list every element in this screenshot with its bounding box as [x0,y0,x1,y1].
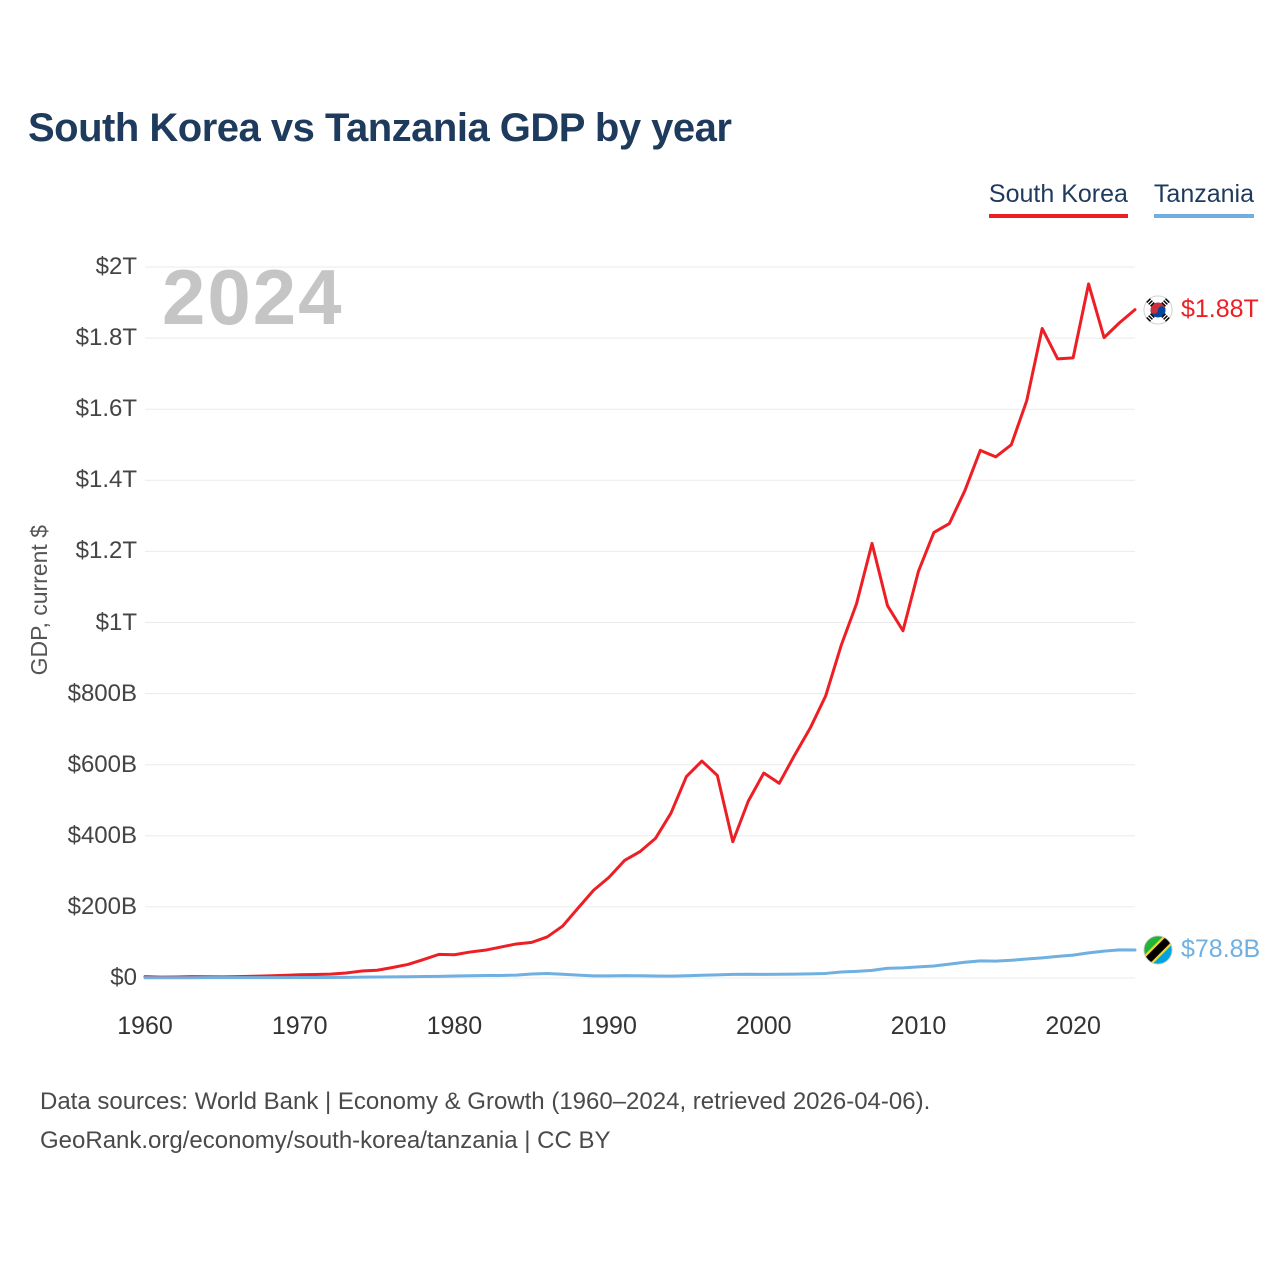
y-axis-tick-label: $800B [67,679,137,707]
y-axis-tick-label: $1.6T [75,395,137,423]
y-axis-tick-label: $1T [95,608,137,636]
south-korea-end-value: $1.88T [1181,295,1259,324]
south-korea-end-label: $1.88T [1143,295,1259,325]
y-axis-tick-label: $1.8T [75,324,137,352]
x-axis-tick-label: 2000 [735,1012,792,1040]
x-axis-tick-label: 1960 [117,1012,173,1040]
x-axis-tick-label: 2010 [890,1012,947,1040]
tanzania-end-label: $78.8B [1143,935,1260,965]
chart-legend: South Korea Tanzania [988,180,1254,218]
x-axis-tick-label: 1970 [271,1012,328,1040]
series-line-tanzania [143,948,1137,980]
tanzania-end-value: $78.8B [1181,935,1261,964]
legend-item-tanzania[interactable]: Tanzania [1153,180,1254,218]
data-sources-line: Data sources: World Bank | Economy & Gro… [40,1088,931,1115]
footer: Data sources: World Bank | Economy & Gro… [40,1082,930,1160]
flag-tanzania-icon [1143,935,1173,965]
x-axis-tick-label: 2020 [1045,1012,1101,1040]
watermark-year-label: 2024 [162,253,344,341]
flag-south-korea-icon [1143,295,1173,325]
x-axis-tick-label: 1980 [426,1012,483,1040]
chart-title: South Korea vs Tanzania GDP by year [28,106,732,150]
legend-item-south-korea[interactable]: South Korea [988,180,1128,218]
y-axis-tick-label: $200B [67,892,137,920]
attribution-line: GeoRank.org/economy/south-korea/tanzania… [40,1127,611,1154]
y-axis-tick-label: $2T [95,253,137,280]
x-axis-tick-label: 1990 [581,1012,637,1040]
y-axis-tick-label: $1.4T [75,466,137,494]
y-axis-tick-label: $400B [67,821,137,849]
y-axis-tick-label: $0 [110,964,137,991]
series-line-south-korea [143,282,1137,979]
y-axis-tick-label: $1.2T [75,537,137,565]
y-axis-tick-label: $600B [67,750,137,778]
